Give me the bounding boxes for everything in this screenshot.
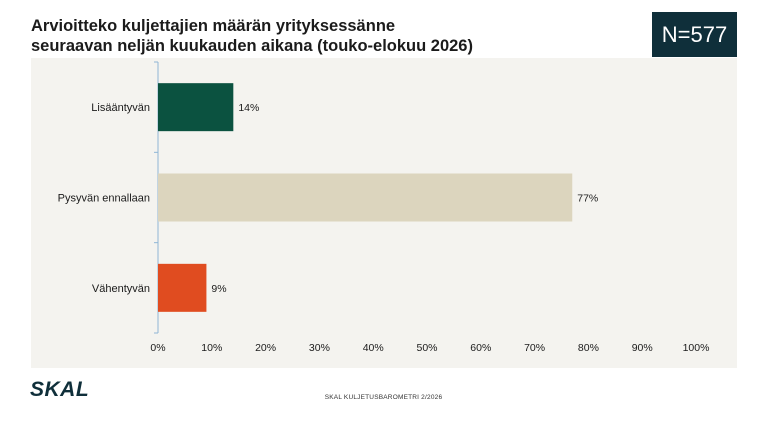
x-tick-label: 0%: [150, 342, 165, 354]
category-label: Vähentyvän: [92, 283, 150, 295]
chart-panel: Lisääntyvän 14% Pysyvän ennallaan 77% Vähent…: [31, 58, 737, 368]
chart-title-line2: seuraavan neljän kuukauden aikana (touko…: [31, 37, 473, 55]
x-tick-label: 20%: [255, 342, 276, 354]
x-tick-label: 10%: [201, 342, 222, 354]
sample-size-badge: N=577: [652, 12, 737, 57]
skal-logo: SKAL: [30, 378, 90, 401]
chart-title: Arvioitteko kuljettajien määrän yritykse…: [31, 16, 591, 56]
data-label: 77%: [577, 193, 598, 205]
bar-2: [158, 173, 573, 222]
bar-3: [158, 263, 207, 312]
x-tick-label: 90%: [632, 342, 653, 354]
x-tick-label: 70%: [524, 342, 545, 354]
x-tick-label: 60%: [470, 342, 491, 354]
x-tick-label: 100%: [683, 342, 710, 354]
x-tick-label: 40%: [363, 342, 384, 354]
data-label: 14%: [238, 102, 259, 114]
x-tick-label: 80%: [578, 342, 599, 354]
x-tick-label: 50%: [416, 342, 437, 354]
chart-title-line1: Arvioitteko kuljettajien määrän yritykse…: [31, 17, 396, 35]
bar-1: [158, 83, 234, 132]
bar-chart: Lisääntyvän 14% Pysyvän ennallaan 77% Vähent…: [58, 61, 710, 354]
footer-source: SKAL KULJETUSBAROMETRI 2/2026: [324, 394, 443, 401]
category-label: Lisääntyvän: [91, 102, 150, 114]
x-tick-label: 30%: [309, 342, 330, 354]
sample-size-label: N=577: [661, 21, 728, 47]
data-label: 9%: [211, 283, 226, 295]
category-label: Pysyvän ennallaan: [58, 193, 150, 205]
